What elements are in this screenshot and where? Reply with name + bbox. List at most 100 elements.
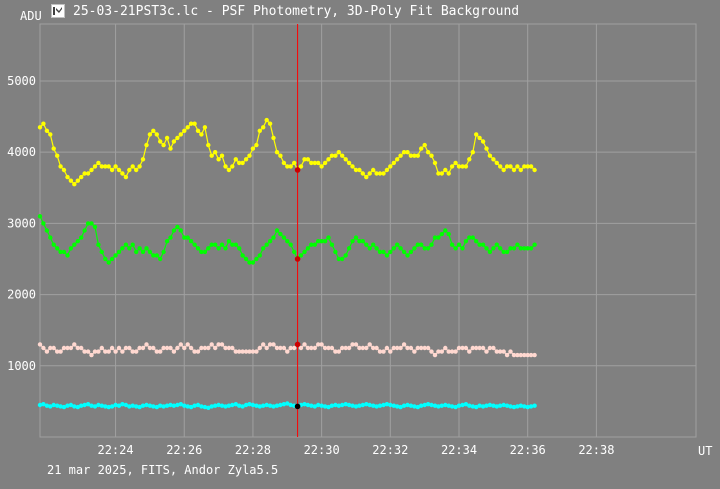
data-point [508,404,513,409]
data-point [247,402,252,407]
data-point [501,349,506,354]
lightcurve-app-icon[interactable] [51,4,65,18]
data-point [140,157,146,162]
data-point [209,342,214,347]
data-point [164,403,170,408]
data-point [175,224,180,230]
data-point [137,404,142,410]
data-point [353,235,359,240]
data-point [41,221,46,226]
data-point [312,404,317,409]
data-point [199,404,204,409]
data-point [357,403,362,408]
data-point [326,404,331,410]
data-point [161,404,166,409]
data-point [302,157,307,162]
data-point [494,242,499,247]
data-point [360,239,365,244]
data-point [494,160,499,166]
data-point [195,402,201,408]
data-point [333,153,338,158]
data-point [391,246,396,251]
data-point [401,342,407,347]
data-point [257,404,262,409]
data-point [278,231,283,237]
data-point [226,345,232,351]
data-point [281,235,287,240]
data-point [285,401,290,406]
data-point [55,246,60,251]
data-point [371,403,376,408]
data-point [316,160,321,166]
data-point [178,132,183,137]
data-point [182,403,187,408]
data-point [281,160,287,166]
data-point [82,402,87,408]
data-point [350,342,355,347]
data-point [412,246,417,251]
data-point [192,349,197,354]
data-point [391,403,396,408]
data-point [140,345,146,351]
data-point [518,246,523,251]
data-point [525,164,530,169]
data-point [477,345,482,351]
data-point [371,345,376,351]
data-point [267,403,273,408]
data-point [419,146,424,151]
cursor-markers [294,167,301,410]
data-point [285,164,290,169]
data-point [230,242,235,247]
data-point [470,150,475,155]
data-point [357,345,362,351]
data-point [470,235,475,240]
data-point [199,132,204,137]
data-point [158,256,163,262]
y-axis-label: ADU [20,9,42,23]
data-point [357,239,362,244]
data-point [443,345,448,351]
data-point [240,160,245,166]
data-point [377,249,383,255]
data-point [89,167,94,173]
data-point [364,174,369,180]
data-point [175,135,180,141]
data-point [58,249,63,255]
data-point [528,352,534,358]
data-point [319,403,324,408]
data-point [401,249,407,255]
data-point [199,249,204,255]
data-point [164,239,170,244]
data-point [401,403,407,408]
data-point [336,349,341,354]
data-point [508,349,513,354]
data-point [309,160,314,166]
data-point [425,246,431,251]
data-point [51,345,56,351]
data-point [498,164,503,169]
data-point [322,345,328,351]
data-point [343,157,348,162]
data-point [192,242,197,247]
data-point [37,125,43,130]
data-point [158,403,163,408]
data-point [202,125,208,130]
data-point [92,349,98,354]
data-point [305,246,311,251]
data-point [271,135,276,141]
data-point [223,345,228,351]
data-point [171,403,177,408]
data-point [109,256,115,262]
data-point [305,402,311,408]
data-point [171,139,177,144]
data-point [109,404,115,409]
data-point [395,242,400,247]
data-point [460,164,465,169]
data-point [446,231,451,237]
data-point [44,403,50,408]
data-point [82,349,87,354]
data-point [51,242,56,247]
data-point [463,239,469,244]
data-point [113,402,118,408]
data-point [436,404,441,409]
